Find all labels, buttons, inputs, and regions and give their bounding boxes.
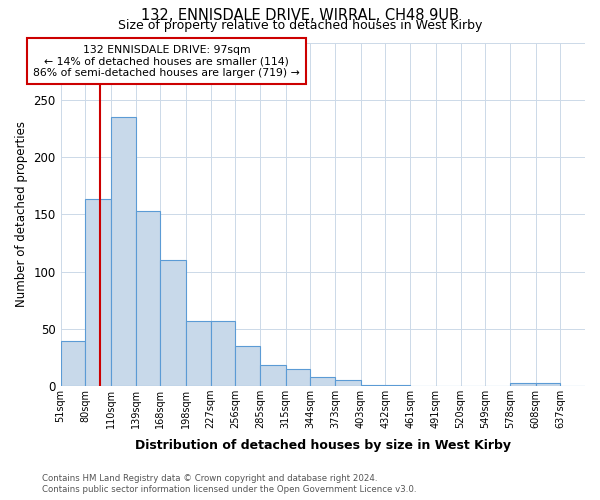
- Bar: [310, 377, 335, 386]
- Bar: [235, 346, 260, 386]
- Bar: [385, 385, 410, 386]
- Bar: [160, 260, 186, 386]
- X-axis label: Distribution of detached houses by size in West Kirby: Distribution of detached houses by size …: [135, 440, 511, 452]
- Y-axis label: Number of detached properties: Number of detached properties: [15, 122, 28, 308]
- Bar: [61, 342, 85, 386]
- Text: Contains HM Land Registry data © Crown copyright and database right 2024.
Contai: Contains HM Land Registry data © Crown c…: [42, 474, 416, 494]
- Bar: [335, 380, 361, 386]
- Bar: [85, 200, 111, 386]
- Text: Size of property relative to detached houses in West Kirby: Size of property relative to detached ho…: [118, 18, 482, 32]
- Bar: [361, 385, 385, 386]
- Text: 132 ENNISDALE DRIVE: 97sqm
← 14% of detached houses are smaller (114)
86% of sem: 132 ENNISDALE DRIVE: 97sqm ← 14% of deta…: [33, 45, 300, 78]
- Text: 132, ENNISDALE DRIVE, WIRRAL, CH48 9UB: 132, ENNISDALE DRIVE, WIRRAL, CH48 9UB: [141, 8, 459, 22]
- Bar: [111, 117, 136, 386]
- Bar: [186, 321, 211, 386]
- Bar: [510, 382, 536, 386]
- Bar: [136, 211, 160, 386]
- Bar: [286, 369, 310, 386]
- Bar: [536, 382, 560, 386]
- Bar: [260, 366, 286, 386]
- Bar: [211, 321, 235, 386]
